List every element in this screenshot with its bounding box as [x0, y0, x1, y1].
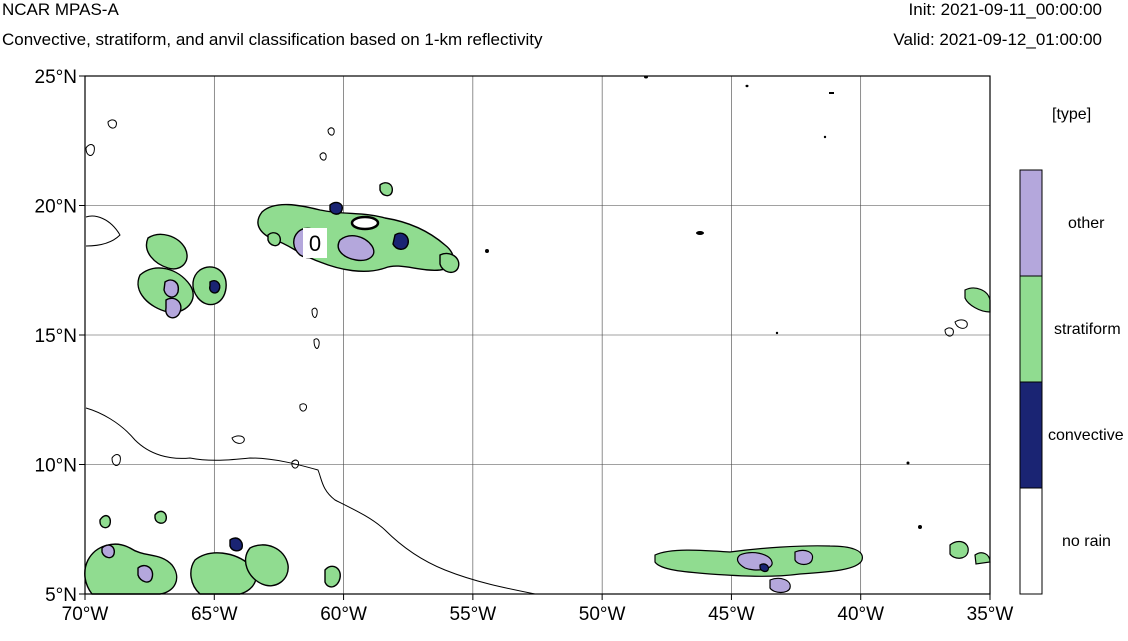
x-tick-label: 70°W [62, 604, 109, 625]
y-tick-label: 20°N [35, 197, 77, 218]
x-axis-ticks: 70°W 65°W 60°W 55°W 50°W 45°W 40°W 35°W [62, 594, 1014, 625]
x-tick-label: 65°W [191, 604, 238, 625]
small-specks [485, 75, 922, 529]
y-tick-label: 10°N [35, 456, 77, 477]
y-tick-label: 15°N [35, 326, 77, 347]
legend-title: [type] [1052, 106, 1092, 123]
map-subtitle: Convective, stratiform, and anvil classi… [2, 30, 543, 49]
storm-cluster-leeward-islands [137, 182, 460, 319]
storm-cluster-south [84, 510, 341, 595]
legend-swatch [1019, 275, 1043, 383]
legend-swatch [1019, 381, 1043, 489]
graticule [84, 75, 991, 595]
map-title: NCAR MPAS-A [2, 0, 119, 19]
legend-label-convective: convective [1048, 427, 1124, 444]
coastline [85, 215, 536, 595]
storm-cluster-itcz [654, 287, 991, 594]
x-tick-label: 35°W [967, 604, 1014, 625]
y-axis-ticks: 25°N 20°N 15°N 10°N 5°N [35, 67, 85, 606]
x-tick-label: 50°W [579, 604, 626, 625]
init-time: Init: 2021-09-11_00:00:00 [908, 0, 1102, 19]
legend-swatch [1019, 487, 1043, 595]
legend-label-other: other [1068, 215, 1105, 232]
legend-colorbar [1019, 169, 1043, 595]
valid-time: Valid: 2021-09-12_01:00:00 [893, 30, 1102, 49]
annotation-label: 0 [309, 231, 321, 256]
x-tick-label: 55°W [450, 604, 497, 625]
legend-label-no-rain: no rain [1062, 533, 1111, 550]
y-tick-label: 5°N [45, 585, 77, 606]
x-tick-label: 45°W [708, 604, 755, 625]
contour-annotation: 0 [303, 215, 380, 258]
x-tick-label: 40°W [837, 604, 884, 625]
precipitation-features: 0 [84, 75, 991, 595]
scattered-contours [85, 119, 968, 469]
legend-label-stratiform: stratiform [1054, 321, 1121, 338]
x-tick-label: 60°W [320, 604, 367, 625]
y-tick-label: 25°N [35, 67, 77, 88]
legend-swatch [1019, 169, 1043, 277]
